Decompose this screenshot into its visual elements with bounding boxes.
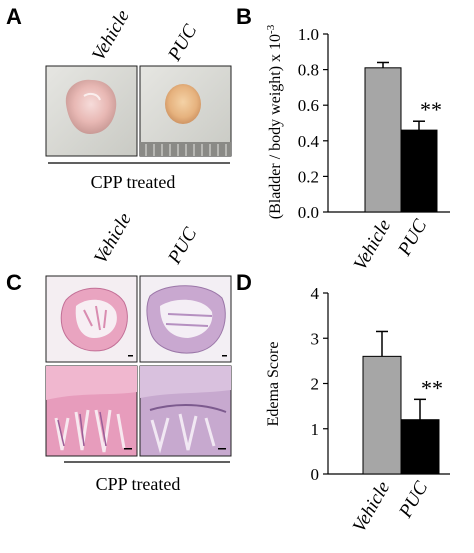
y-tick-label: 1 xyxy=(311,420,320,439)
panel-c-letter: C xyxy=(6,270,22,295)
photo-vehicle-bladder xyxy=(45,65,138,157)
panel-b-letter: B xyxy=(236,4,252,29)
y-tick-label: 0.0 xyxy=(298,203,319,222)
y-tick-label: 0 xyxy=(311,465,320,484)
y-tick-label: 0.4 xyxy=(298,132,320,151)
panel-d-letter: D xyxy=(236,270,252,295)
panel-a-label-puc: PUC xyxy=(164,21,202,66)
y-tick-label: 0.6 xyxy=(298,96,319,115)
y-tick-label: 0.2 xyxy=(298,167,319,186)
y-tick-label: 3 xyxy=(311,329,320,348)
histology-puc-high xyxy=(139,365,232,457)
panel-a-label-vehicle: Vehicle xyxy=(88,6,134,64)
chart-edema-score: Edema Score 0 1 2 3 4 Vehicle ** PUC xyxy=(265,284,450,536)
y-tick-label: 0.8 xyxy=(298,61,319,80)
y-tick-label: 2 xyxy=(311,375,320,394)
x-category-label: Vehicle xyxy=(350,216,396,274)
significance-marker: ** xyxy=(420,97,442,122)
chart-d-y-axis-label: Edema Score xyxy=(265,342,282,427)
bar-puc xyxy=(400,129,438,213)
panel-c-label-vehicle: Vehicle xyxy=(90,209,136,267)
histology-vehicle-high xyxy=(45,365,138,457)
photo-puc-bladder xyxy=(139,65,232,157)
x-category-label: Vehicle xyxy=(349,478,395,536)
x-category-label: PUC xyxy=(394,216,432,261)
significance-marker: ** xyxy=(421,375,443,400)
bar-puc xyxy=(400,419,440,475)
panel-c-caption: CPP treated xyxy=(96,474,181,494)
panel-a-letter: A xyxy=(6,4,22,29)
bar-vehicle xyxy=(362,355,402,475)
histology-puc-low xyxy=(139,275,232,363)
histology-vehicle-low xyxy=(45,275,138,363)
chart-b-y-axis-label: (Bladder / body weight) x 10-3 xyxy=(265,24,284,219)
panel-c-label-puc: PUC xyxy=(164,224,202,269)
bar-vehicle xyxy=(364,67,402,213)
x-category-label: PUC xyxy=(395,478,433,523)
panel-a-caption: CPP treated xyxy=(91,172,176,192)
y-tick-label: 1.0 xyxy=(298,25,319,44)
chart-bladder-weight: (Bladder / body weight) x 10-3 0.0 0.2 0.4… xyxy=(265,24,450,274)
y-tick-label: 4 xyxy=(311,284,320,303)
